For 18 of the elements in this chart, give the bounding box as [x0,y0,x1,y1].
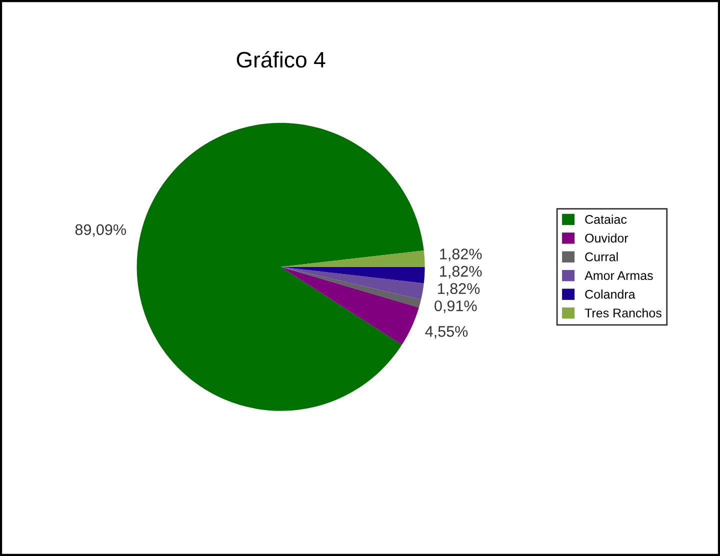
legend-label: Amor Armas [584,271,653,280]
legend-label: Curral [585,252,618,262]
data-label: 0,91% [434,300,477,314]
pie-slice [280,266,422,308]
data-label: 4,55% [425,326,468,339]
data-label: 89,09% [75,224,126,237]
pie-slice [280,250,425,267]
legend-label: Ouvidor [585,233,628,243]
pie-slice [280,266,424,300]
chart-title: Gráfico 4 [236,51,326,68]
pie-slice [136,122,424,411]
data-label: 1,82% [438,283,480,296]
pie-slice [280,266,419,345]
data-label: 1,82% [440,248,482,262]
legend-label: Colandra [585,290,636,299]
data-label: 1,82% [440,266,482,279]
legend-label: Tres Ranchos [584,308,662,318]
legend-label: Cataiac [585,214,627,224]
